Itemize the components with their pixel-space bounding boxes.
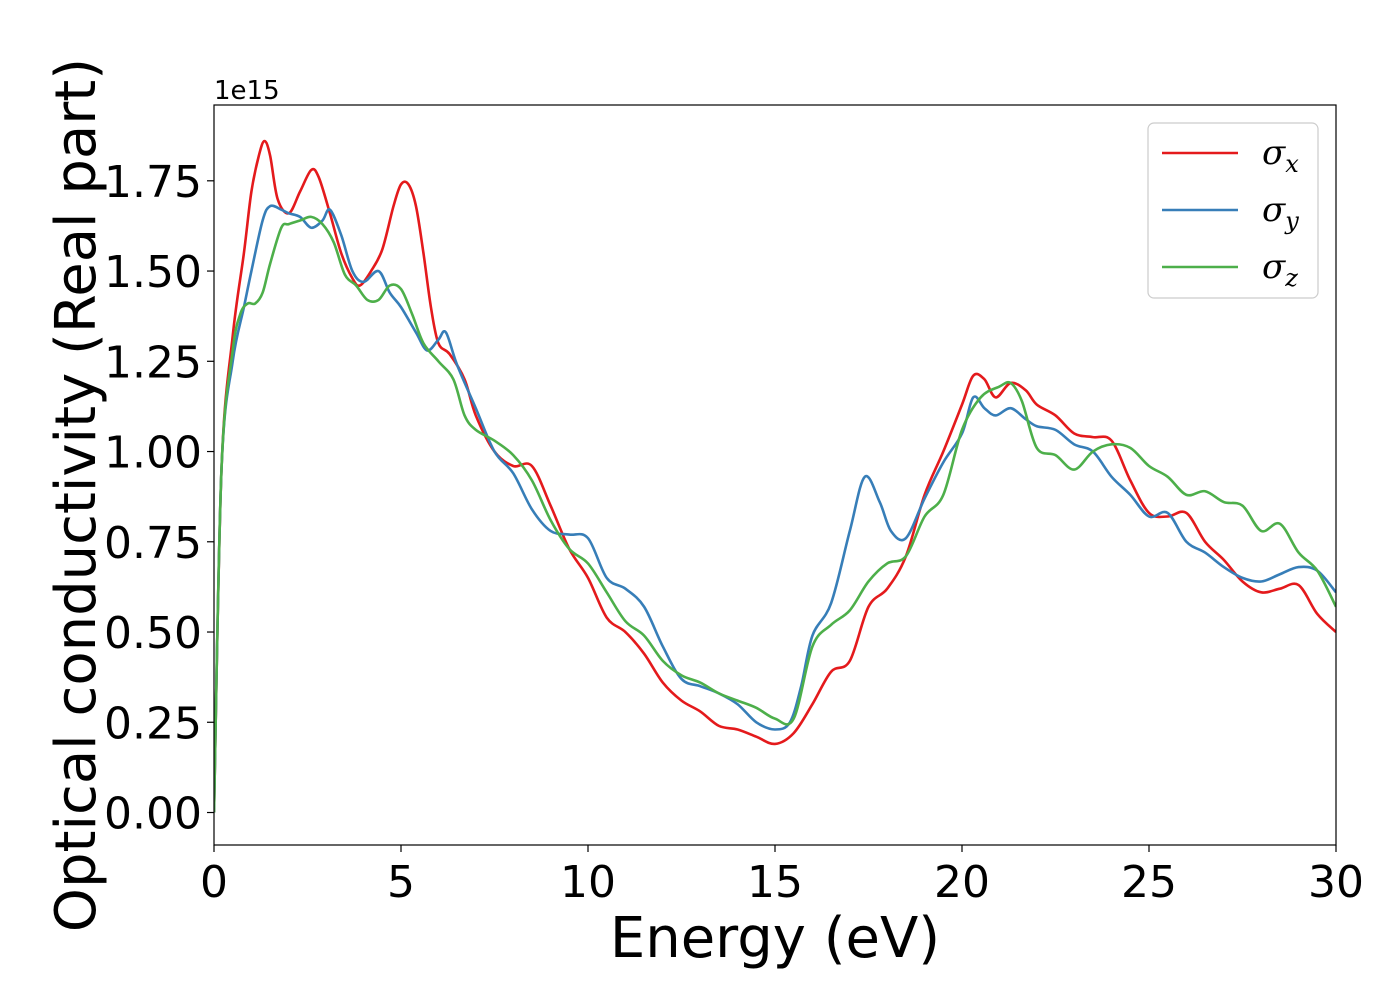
series-line-x bbox=[214, 139, 1336, 813]
y-tick-label: 1.50 bbox=[104, 247, 202, 298]
legend-subscript: x bbox=[1285, 150, 1299, 178]
legend-subscript: y bbox=[1284, 207, 1299, 235]
x-ticks: 0 5 10 15 20 25 30 bbox=[200, 845, 1364, 908]
x-tick-label: 10 bbox=[560, 857, 616, 908]
y-tick-label: 1.00 bbox=[104, 428, 202, 479]
y-tick-label: 0.25 bbox=[104, 698, 202, 749]
y-axis-label: Optical conductivity (Real part) bbox=[44, 58, 109, 932]
series-line-z bbox=[214, 215, 1336, 813]
x-tick-label: 5 bbox=[387, 857, 415, 908]
x-tick-label: 30 bbox=[1308, 857, 1364, 908]
y-tick-label: 1.25 bbox=[104, 337, 202, 388]
legend-subscript: z bbox=[1284, 264, 1298, 292]
y-tick-label: 0.75 bbox=[104, 518, 202, 569]
y-ticks: 0.00 0.25 0.50 0.75 1.00 1.25 1.50 1.75 bbox=[104, 157, 214, 840]
series-line-y bbox=[214, 204, 1336, 813]
x-tick-label: 0 bbox=[200, 857, 228, 908]
x-axis-label: Energy (eV) bbox=[610, 906, 940, 971]
series-layer bbox=[214, 139, 1336, 813]
y-tick-label: 1.75 bbox=[104, 157, 202, 208]
y-offset-text: 1e15 bbox=[214, 76, 280, 106]
x-tick-label: 15 bbox=[747, 857, 803, 908]
y-tick-label: 0.00 bbox=[104, 789, 202, 840]
y-tick-label: 0.50 bbox=[104, 608, 202, 659]
x-tick-label: 25 bbox=[1121, 857, 1177, 908]
x-tick-label: 20 bbox=[934, 857, 990, 908]
